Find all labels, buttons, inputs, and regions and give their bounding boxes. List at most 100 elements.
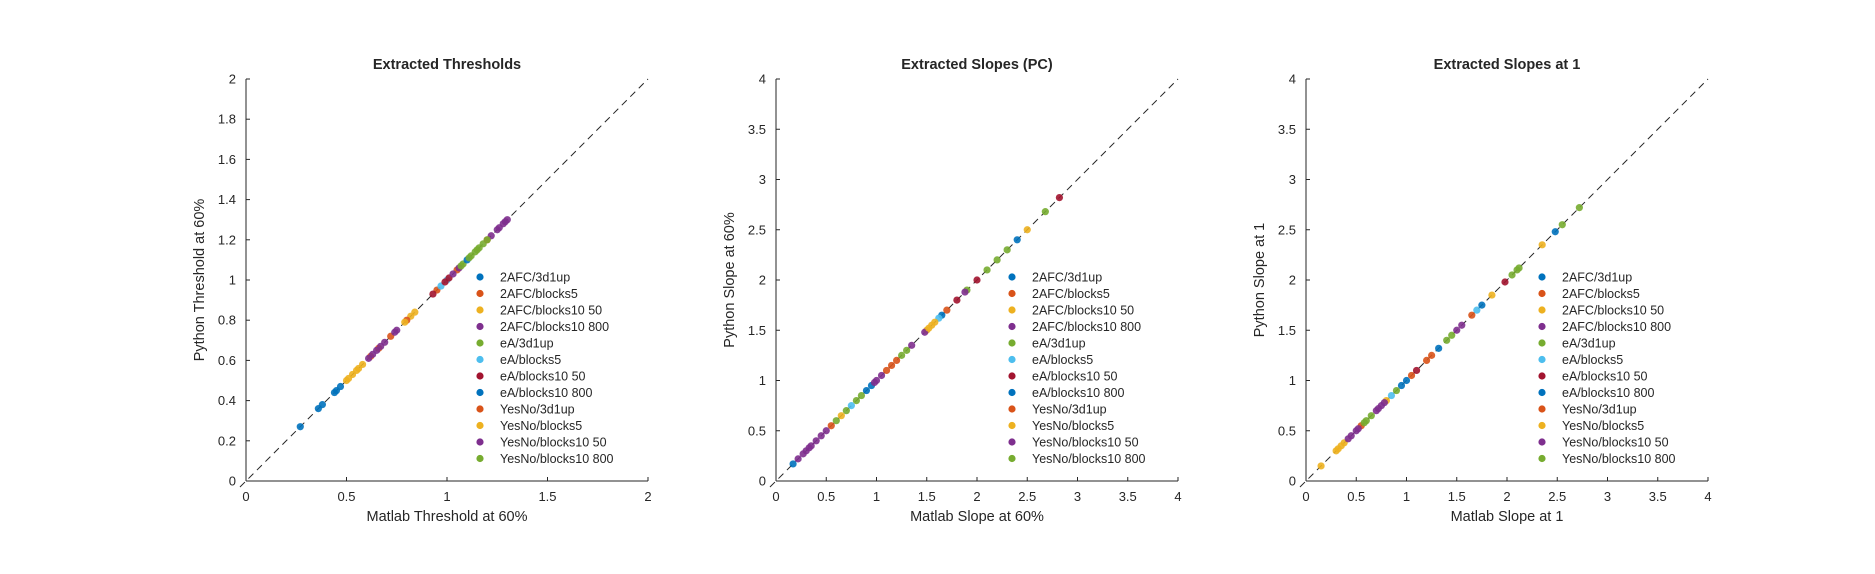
data-point xyxy=(1488,291,1496,299)
legend-entry: 2AFC/blocks10 50 xyxy=(500,304,602,318)
y-tick-label: 0.8 xyxy=(218,313,236,328)
y-tick-label: 3.5 xyxy=(1278,122,1296,137)
series-12 xyxy=(857,208,1049,400)
data-point xyxy=(1551,228,1559,236)
series-8 xyxy=(1397,344,1443,390)
data-point xyxy=(1013,236,1021,244)
legend-entry: 2AFC/3d1up xyxy=(1032,271,1102,285)
legend-entry: YesNo/blocks5 xyxy=(1032,419,1114,433)
series-12 xyxy=(1360,204,1583,427)
data-point xyxy=(1317,462,1325,470)
chart-title: Extracted Slopes at 1 xyxy=(1434,57,1581,73)
series-2 xyxy=(1407,311,1476,380)
data-point xyxy=(1367,412,1375,420)
legend-entry: eA/3d1up xyxy=(500,337,554,351)
data-point xyxy=(1392,386,1401,395)
data-point xyxy=(1387,391,1396,400)
legend-marker xyxy=(1008,339,1016,347)
data-point xyxy=(1428,351,1436,359)
series-6 xyxy=(1387,306,1481,400)
data-point xyxy=(1501,278,1509,286)
y-tick-label: 4 xyxy=(759,72,766,87)
y-tick-label: 1 xyxy=(1289,373,1296,388)
series-1 xyxy=(789,311,946,468)
series-5 xyxy=(832,286,971,425)
series-2 xyxy=(882,306,951,375)
legend-marker xyxy=(476,421,484,430)
x-tick-label: 3.5 xyxy=(1649,489,1667,504)
legend-entry: eA/blocks10 800 xyxy=(500,386,592,400)
data-point xyxy=(393,326,401,334)
data-point xyxy=(973,276,981,284)
data-point xyxy=(457,262,465,270)
data-point xyxy=(882,366,891,375)
legend-marker xyxy=(476,454,484,463)
data-point xyxy=(465,254,473,262)
chart-title: Extracted Slopes (PC) xyxy=(901,57,1053,73)
data-point xyxy=(953,296,961,304)
data-point xyxy=(1435,344,1443,352)
y-tick-label: 4 xyxy=(1289,72,1296,87)
y-tick-label: 1 xyxy=(759,373,766,388)
legend: 2AFC/3d1up 2AFC/blocks5 2AFC/blocks10 50 2A… xyxy=(476,271,614,466)
data-point xyxy=(429,290,437,298)
y-tick-label: 1.4 xyxy=(218,192,236,207)
y-tick-label: 3.5 xyxy=(748,122,766,137)
y-axis-label: Python Slope at 60% xyxy=(722,212,738,348)
series-12 xyxy=(457,236,491,270)
legend-marker xyxy=(476,355,484,364)
series-9 xyxy=(827,361,896,430)
legend-entry: YesNo/blocks10 800 xyxy=(1562,452,1676,466)
data-point xyxy=(483,236,491,244)
legend-entry: eA/3d1up xyxy=(1032,337,1086,351)
legend-entry: YesNo/blocks10 50 xyxy=(1032,436,1139,450)
y-tick-label: 0.6 xyxy=(218,353,236,368)
x-tick-label: 4 xyxy=(1174,489,1181,504)
legend-marker xyxy=(1008,405,1016,413)
data-point xyxy=(377,342,385,350)
legend-marker xyxy=(1008,355,1016,364)
data-point xyxy=(925,324,933,332)
y-tick-label: 1.2 xyxy=(218,232,236,247)
legend-marker xyxy=(1538,372,1546,380)
data-point xyxy=(1360,419,1368,427)
y-tick-label: 0 xyxy=(759,474,766,489)
legend-entry: eA/blocks10 800 xyxy=(1562,386,1654,400)
y-tick-label: 2 xyxy=(1289,273,1296,288)
y-tick-label: 1.5 xyxy=(748,323,766,338)
legend-entry: eA/blocks10 50 xyxy=(1032,370,1118,384)
x-axis-label: Matlab Threshold at 60% xyxy=(367,509,528,525)
y-tick-label: 0.5 xyxy=(1278,423,1296,438)
data-point xyxy=(1538,241,1546,249)
y-tick-label: 3 xyxy=(1289,172,1296,187)
legend-entry: YesNo/blocks10 50 xyxy=(500,436,607,450)
legend-marker xyxy=(1008,289,1016,298)
data-point xyxy=(1374,405,1382,413)
x-tick-label: 0 xyxy=(772,489,779,504)
legend-marker xyxy=(476,306,484,314)
x-tick-label: 1.5 xyxy=(918,489,936,504)
data-point xyxy=(887,361,896,370)
data-point xyxy=(1407,371,1416,380)
data-point xyxy=(1515,264,1523,272)
y-tick-label: 1.6 xyxy=(218,152,236,167)
y-tick-label: 0.5 xyxy=(748,423,766,438)
data-point xyxy=(898,351,906,359)
legend-marker xyxy=(1538,388,1546,397)
legend-entry: YesNo/blocks5 xyxy=(1562,419,1644,433)
data-point xyxy=(1443,336,1451,344)
data-point xyxy=(493,226,501,234)
data-point xyxy=(1558,221,1566,229)
data-point xyxy=(1334,445,1342,453)
data-point xyxy=(1412,366,1421,375)
data-point xyxy=(847,402,855,410)
chart-title: Extracted Thresholds xyxy=(373,57,521,73)
legend-marker xyxy=(1008,273,1016,281)
data-point xyxy=(857,391,866,400)
data-point xyxy=(449,270,457,278)
data-point xyxy=(943,306,951,314)
legend-marker xyxy=(476,273,484,281)
x-tick-label: 3.5 xyxy=(1119,489,1137,504)
legend-marker xyxy=(1538,289,1546,298)
